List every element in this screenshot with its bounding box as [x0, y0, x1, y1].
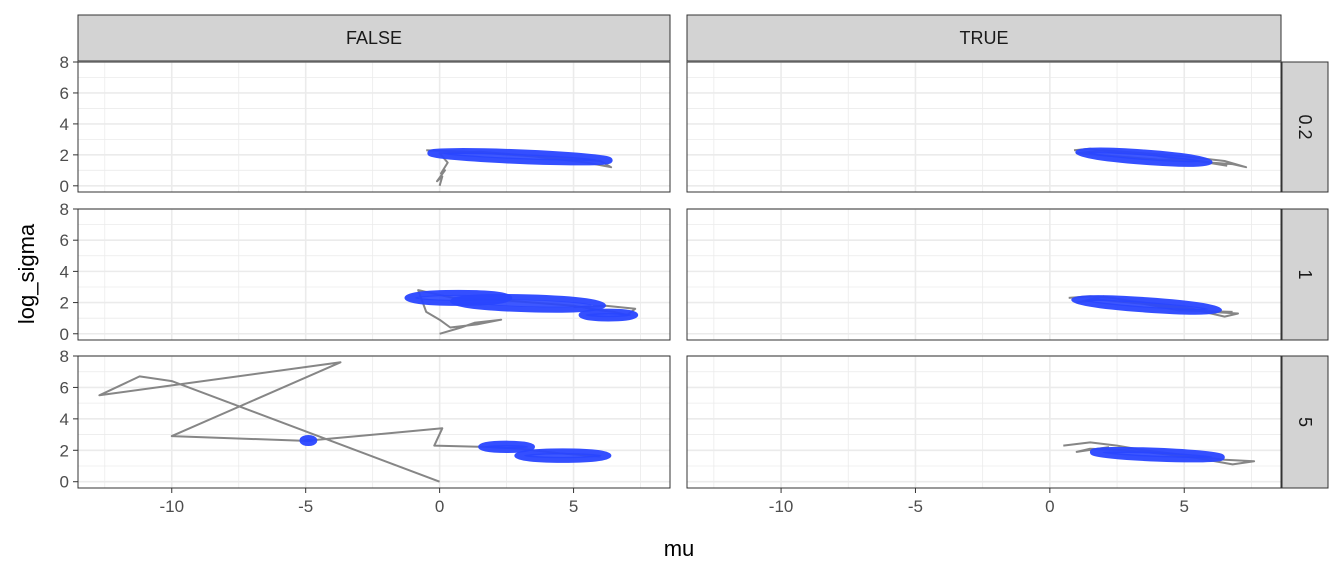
- posterior-ellipse: [578, 308, 639, 322]
- y-tick-label: 6: [60, 84, 69, 103]
- facet-panel: [686, 208, 1282, 341]
- facet-strip-row-label: 0.2: [1295, 114, 1315, 139]
- facet-panel: [686, 61, 1282, 193]
- y-tick-label: 6: [60, 378, 69, 397]
- y-tick-label: 2: [60, 441, 69, 460]
- facet-strip-row: [1281, 61, 1329, 193]
- posterior-ellipse: [478, 440, 536, 453]
- posterior-ellipse-fill: [585, 312, 632, 318]
- facet-strip-col: [686, 14, 1282, 62]
- facet-strip-col: [77, 14, 671, 62]
- x-axis-title: mu: [664, 536, 695, 561]
- panel-background: [78, 209, 670, 340]
- panel-background: [687, 62, 1281, 192]
- y-tick-label: 0: [60, 325, 69, 344]
- panel-border: [686, 355, 1282, 489]
- x-tick-label: -10: [159, 497, 184, 516]
- y-tick-label: 4: [60, 115, 69, 134]
- panel-background: [687, 209, 1281, 340]
- y-tick-label: 8: [60, 53, 69, 72]
- facet-strip-row-label: 1: [1295, 269, 1315, 279]
- posterior-ellipse-fill: [443, 152, 597, 161]
- posterior-ellipse-fill: [464, 299, 592, 308]
- posterior-ellipse: [299, 435, 318, 447]
- panel-background: [78, 356, 670, 488]
- posterior-ellipse: [1075, 147, 1213, 167]
- y-tick-label: 2: [60, 294, 69, 313]
- facet-strip-row: [1281, 355, 1329, 489]
- y-tick-label: 8: [60, 200, 69, 219]
- panel-border: [77, 355, 671, 489]
- facet-panel: [77, 61, 671, 193]
- panel-border: [686, 61, 1282, 193]
- x-tick-label: -10: [769, 497, 794, 516]
- facet-strip-col-label: FALSE: [346, 28, 402, 48]
- y-tick-label: 0: [60, 473, 69, 492]
- x-tick-label: 5: [1180, 497, 1189, 516]
- y-axis-title: log_sigma: [14, 223, 39, 324]
- posterior-ellipse-fill: [1085, 299, 1209, 311]
- y-tick-label: 2: [60, 146, 69, 165]
- x-tick-label: -5: [908, 497, 923, 516]
- x-tick-label: 5: [569, 497, 578, 516]
- panel-background: [78, 62, 670, 192]
- posterior-ellipse-fill: [1102, 451, 1213, 458]
- posterior-ellipse-fill: [1088, 152, 1200, 163]
- facet-strip-col-label: TRUE: [960, 28, 1009, 48]
- posterior-ellipse: [1089, 446, 1225, 463]
- x-tick-label: -5: [298, 497, 313, 516]
- posterior-ellipse: [1071, 295, 1223, 315]
- y-tick-label: 0: [60, 177, 69, 196]
- panel-border: [77, 208, 671, 341]
- facet-strip-row-label: 5: [1295, 417, 1315, 427]
- facet-panel: [77, 355, 671, 489]
- posterior-ellipse: [450, 294, 607, 313]
- posterior-ellipse: [514, 448, 612, 463]
- panel-border: [77, 61, 671, 193]
- posterior-ellipse: [427, 148, 613, 166]
- y-tick-label: 4: [60, 410, 69, 429]
- panel-border: [686, 208, 1282, 341]
- facet-panel: [77, 208, 671, 341]
- posterior-ellipse-fill: [303, 439, 314, 443]
- y-tick-label: 6: [60, 231, 69, 250]
- posterior-ellipse-fill: [524, 453, 602, 459]
- panels-layer: FALSE TRUE 0.2 1 5 0 2 4 6 8 0 2 4 6 8 0 2 4 6 8 -10 -5 0 5 -10 -…: [60, 14, 1329, 516]
- x-tick-label: 0: [1045, 497, 1054, 516]
- facet-panel: [686, 355, 1282, 489]
- y-tick-label: 8: [60, 347, 69, 366]
- y-tick-label: 4: [60, 262, 69, 281]
- facet-strip-row: [1281, 208, 1329, 341]
- x-tick-label: 0: [435, 497, 444, 516]
- posterior-ellipse-fill: [484, 444, 529, 449]
- panel-background: [687, 356, 1281, 488]
